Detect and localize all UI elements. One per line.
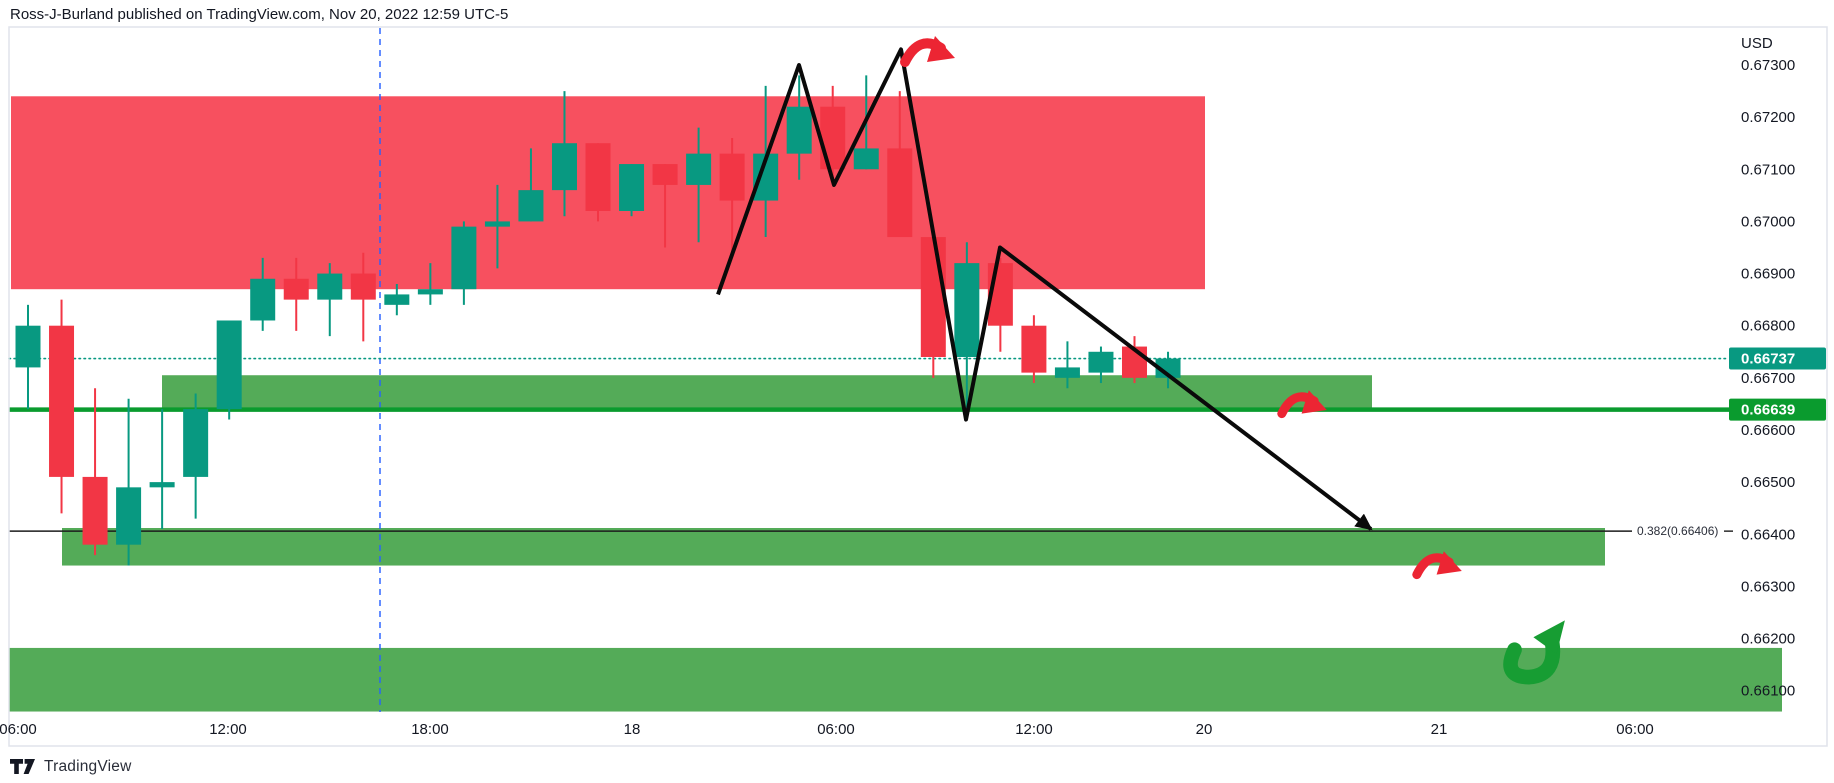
curl-arrow-red-middle [1277,390,1327,419]
candle-body [652,164,678,185]
price-tick-label: 0.67100 [1741,161,1795,178]
price-tick-label: 0.67000 [1741,213,1795,230]
time-tick-label[interactable]: 21 [1431,721,1448,738]
support-price-badge[interactable] [1729,398,1826,421]
chart-frame-border [8,26,1828,747]
candle-body [954,263,980,357]
price-tick-label: 0.66200 [1741,631,1795,648]
price-tick-label: 0.67200 [1741,109,1795,126]
price-tick-label: 0.67300 [1741,57,1795,74]
time-tick-label[interactable]: 18:00 [411,721,449,738]
time-tick-label[interactable]: 18 [624,721,641,738]
price-tick-label: 0.66700 [1741,370,1795,387]
candle-body [1054,367,1080,378]
price-tick-label: 0.66300 [1741,578,1795,595]
candle-body [183,409,209,477]
time-tick-label[interactable]: 12:00 [209,721,247,738]
candle-body [719,153,745,201]
candle-body [518,190,544,222]
curl-arrow-red-top [900,36,955,67]
price-tick-label: 0.66900 [1741,266,1795,283]
candle-body [116,487,142,545]
candle-body [551,143,577,191]
support-zone-fib [62,528,1605,566]
candle-body [82,476,108,545]
zigzag-projection-arrow [716,47,1373,531]
candle-body [1088,351,1114,373]
price-tick-label: 0.66800 [1741,318,1795,335]
candle-body [216,320,242,410]
current-price-badge[interactable] [1729,347,1826,370]
candle-body [484,221,510,227]
candle-body [920,237,946,357]
time-tick-label[interactable]: 06:00 [0,721,37,738]
curl-arrow-green-up [1503,620,1565,685]
candle-body [786,106,812,154]
time-tick-label[interactable]: 20 [1196,721,1213,738]
current-price-badge-value: 0.66737 [1741,351,1795,368]
price-tick-label: 0.66400 [1741,526,1795,543]
candle-body [317,273,343,300]
time-tick-label[interactable]: 06:00 [1616,721,1654,738]
tradingview-logo-icon [10,759,35,774]
candle-body [149,482,175,488]
candle-body [820,106,846,170]
candle-body [619,164,645,211]
brand-name: TradingView [44,758,132,775]
curl-arrow-red-lower [1412,551,1462,580]
candle-body [15,325,41,368]
candle-body [384,294,410,305]
candle-body [1155,358,1181,378]
price-tick-label: 0.66600 [1741,422,1795,439]
candle-body [283,278,309,300]
candle-body [853,148,879,170]
price-tick-label: 0.66500 [1741,474,1795,491]
candle-body [1021,325,1047,373]
candle-body [49,325,75,477]
support-zone-lower [9,647,1782,712]
support-zone-upper [162,375,1372,410]
candle-body [887,148,913,238]
candle-body [350,273,376,300]
publish-caption: Ross-J-Burland published on TradingView.… [10,6,509,23]
candle-body [686,153,712,185]
candle-body [417,289,443,295]
candle-body [250,278,276,321]
currency-label: USD [1741,35,1773,52]
candles [15,75,1181,566]
footer: TradingView [10,758,132,776]
price-tick-label: 0.66100 [1741,683,1795,700]
candle-body [451,226,477,290]
candle-body [585,143,611,211]
support-price-badge-value: 0.66639 [1741,402,1795,419]
time-tick-label[interactable]: 12:00 [1015,721,1053,738]
time-tick-label[interactable]: 06:00 [817,721,855,738]
fib-level-label: 0.382(0.66406) [1637,524,1718,538]
